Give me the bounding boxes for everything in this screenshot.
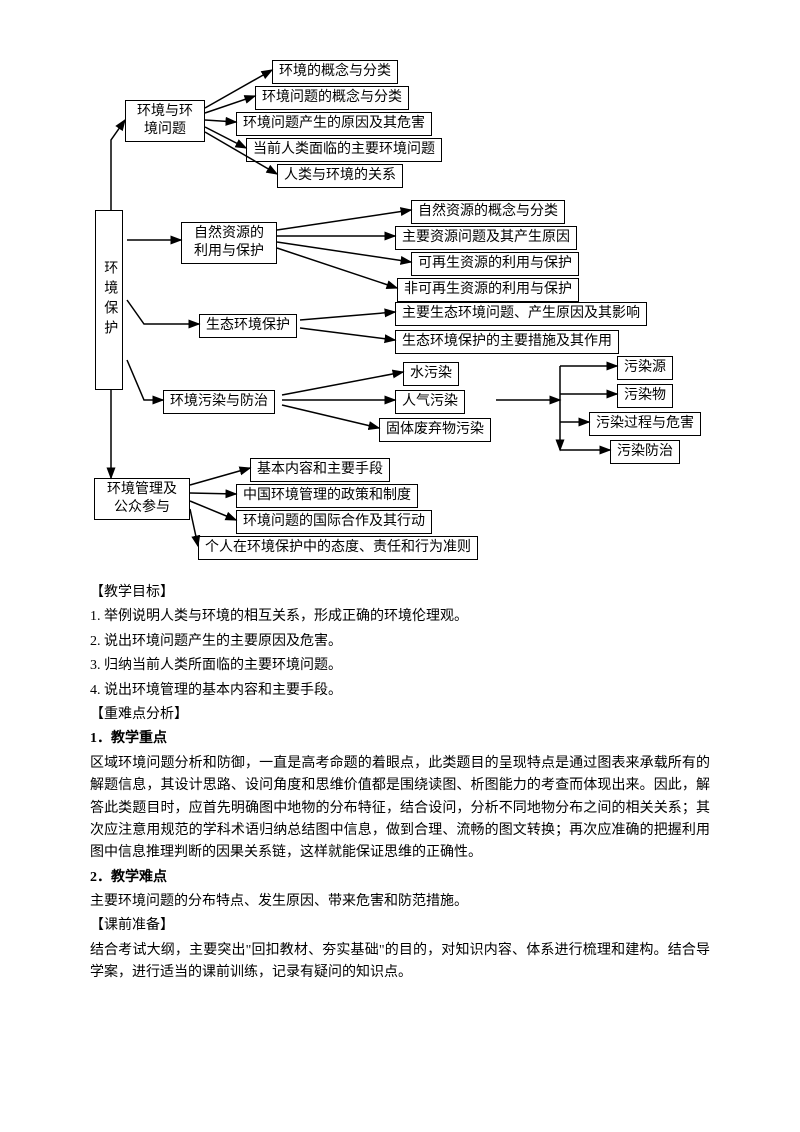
node-b4-2: 固体废弃物污染 bbox=[379, 418, 491, 442]
section-1-label: 【教学目标】 bbox=[90, 582, 710, 604]
node-b4: 环境污染与防治 bbox=[163, 390, 275, 414]
node-b2-3: 非可再生资源的利用与保护 bbox=[397, 278, 579, 302]
node-b4g-1: 污染物 bbox=[617, 384, 673, 408]
node-b1-0: 环境的概念与分类 bbox=[272, 60, 398, 84]
node-b2: 自然资源的 利用与保护 bbox=[181, 222, 277, 264]
node-b3-0: 主要生态环境问题、产生原因及其影响 bbox=[395, 302, 647, 326]
node-b1-3: 当前人类面临的主要环境问题 bbox=[246, 138, 442, 162]
subsection-heading: 2．教学难点 bbox=[90, 867, 710, 889]
node-b2-2: 可再生资源的利用与保护 bbox=[411, 252, 579, 276]
node-b5-1: 中国环境管理的政策和制度 bbox=[236, 484, 418, 508]
node-b4g-3: 污染防治 bbox=[610, 440, 680, 464]
section-3-label: 【课前准备】 bbox=[90, 915, 710, 937]
node-b5-3: 个人在环境保护中的态度、责任和行为准则 bbox=[198, 536, 478, 560]
document-body: 【教学目标】 1. 举例说明人类与环境的相互关系，形成正确的环境伦理观。 2. … bbox=[0, 582, 800, 1027]
goal-item: 2. 说出环境问题产生的主要原因及危害。 bbox=[90, 631, 710, 653]
subsection-heading: 1．教学重点 bbox=[90, 728, 710, 750]
node-b5: 环境管理及 公众参与 bbox=[94, 478, 190, 520]
node-b4-1: 人气污染 bbox=[395, 390, 465, 414]
node-b1-2: 环境问题产生的原因及其危害 bbox=[236, 112, 432, 136]
node-b1: 环境与环 境问题 bbox=[125, 100, 205, 142]
node-b2-0: 自然资源的概念与分类 bbox=[411, 200, 565, 224]
paragraph: 结合考试大纲，主要突出"回扣教材、夯实基础"的目的，对知识内容、体系进行梳理和建… bbox=[90, 940, 710, 985]
node-root: 环境保护 bbox=[95, 210, 123, 390]
section-2-label: 【重难点分析】 bbox=[90, 704, 710, 726]
paragraph: 区域环境问题分析和防御，一直是高考命题的着眼点，此类题目的呈现特点是通过图表来承… bbox=[90, 753, 710, 865]
node-b4g-0: 污染源 bbox=[617, 356, 673, 380]
node-b4g-2: 污染过程与危害 bbox=[589, 412, 701, 436]
goal-item: 4. 说出环境管理的基本内容和主要手段。 bbox=[90, 680, 710, 702]
node-b3: 生态环境保护 bbox=[199, 314, 297, 338]
node-b1-4: 人类与环境的关系 bbox=[277, 164, 403, 188]
node-b4-0: 水污染 bbox=[403, 362, 459, 386]
node-b2-1: 主要资源问题及其产生原因 bbox=[395, 226, 577, 250]
node-b5-0: 基本内容和主要手段 bbox=[250, 458, 390, 482]
concept-map: 环境保护 环境与环 境问题 环境的概念与分类 环境问题的概念与分类 环境问题产生… bbox=[0, 0, 800, 580]
goal-item: 3. 归纳当前人类所面临的主要环境问题。 bbox=[90, 655, 710, 677]
goal-item: 1. 举例说明人类与环境的相互关系，形成正确的环境伦理观。 bbox=[90, 606, 710, 628]
node-b5-2: 环境问题的国际合作及其行动 bbox=[236, 510, 432, 534]
node-b1-1: 环境问题的概念与分类 bbox=[255, 86, 409, 110]
paragraph: 主要环境问题的分布特点、发生原因、带来危害和防范措施。 bbox=[90, 891, 710, 913]
node-b3-1: 生态环境保护的主要措施及其作用 bbox=[395, 330, 619, 354]
